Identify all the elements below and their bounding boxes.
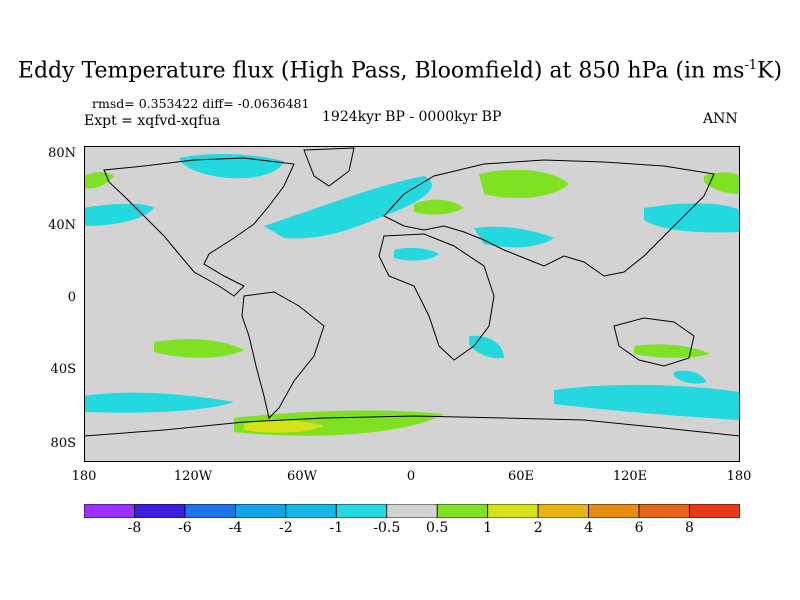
patch-neg-tasman [674, 370, 706, 384]
stats-line: rmsd= 0.353422 diff= -0.0636481 [92, 96, 310, 111]
lon-label-120e: 120E [612, 469, 648, 484]
lon-label-60e: 60E [507, 469, 535, 484]
patch-neg-arabia [394, 247, 439, 261]
colorbar-tick-label: -2 [278, 520, 293, 536]
season-label: ANN [703, 111, 738, 127]
title-main: Eddy Temperature flux (High Pass, Bloomf… [17, 58, 745, 84]
colorbar-segment [386, 504, 438, 518]
colorbar-segment [487, 504, 539, 518]
patch-neg-south-ocean-w [84, 392, 234, 413]
colorbar-tick-label: 0.5 [426, 520, 449, 536]
colorbar-segment [436, 504, 489, 518]
coast-australia [613, 317, 695, 367]
world-map [84, 146, 740, 462]
colorbar-segment [134, 504, 186, 518]
period-label: 1924kyr BP - 0000kyr BP [322, 109, 502, 125]
colorbar-segment [184, 504, 236, 518]
patch-neg-asia [474, 226, 554, 248]
colorbar-segment [234, 504, 287, 518]
lat-label-0: 0 [67, 290, 76, 305]
coast-africa [378, 233, 495, 361]
colorbar-tick-label: -6 [178, 520, 192, 536]
lon-label-180e: 180 [726, 469, 752, 484]
coastlines [84, 147, 740, 437]
colorbar [84, 504, 740, 518]
patch-pos-europe [414, 199, 464, 215]
colorbar-tick-label: 2 [533, 520, 543, 536]
patch-pos-n-pacific [704, 172, 740, 194]
lat-label-80s: 80S [50, 436, 76, 451]
patch-pos-siberia [479, 169, 569, 199]
colorbar-segment [537, 504, 590, 518]
coast-europe-asia [383, 159, 715, 277]
colorbar-tick-label: 8 [685, 520, 694, 536]
lat-label-80n: 80N [48, 146, 76, 161]
colorbar-segment [335, 504, 388, 518]
colorbar-tick-label: -1 [329, 520, 344, 536]
title-superscript: -1 [744, 58, 758, 73]
patch-neg-south-ocean-e [554, 384, 740, 420]
colorbar-tick-label: -0.5 [373, 520, 401, 536]
chart-title: Eddy Temperature flux (High Pass, Bloomf… [0, 58, 800, 83]
colorbar-segment [638, 504, 690, 518]
colorbar-tick-label: 4 [584, 520, 594, 536]
coast-south-america [241, 291, 325, 419]
coast-antarctica [84, 415, 740, 437]
coast-north-america [103, 157, 295, 297]
lon-label-60w: 60W [287, 469, 317, 484]
colorbar-segment [84, 504, 135, 518]
lon-label-120w: 120W [173, 469, 213, 484]
lon-label-180w: 180 [71, 469, 97, 484]
map-frame [84, 146, 740, 462]
colorbar-segment [588, 504, 640, 518]
patch-neg-atlantic [264, 176, 432, 239]
colorbar-tick-label: 6 [634, 520, 644, 536]
experiment-label: Expt = xqfvd-xqfua [84, 113, 221, 129]
title-tail: K) [757, 58, 783, 84]
colorbar-tick-label: 1 [483, 520, 493, 536]
colorbar-segment [285, 504, 337, 518]
coast-greenland [303, 147, 355, 187]
lon-label-0: 0 [406, 469, 416, 484]
colorbar-segment [689, 504, 740, 518]
patch-neg-pacific-w [84, 203, 154, 226]
patch-pos-s-pacific [154, 339, 244, 358]
lat-label-40s: 40S [50, 362, 76, 377]
lat-label-40n: 40N [48, 218, 76, 233]
patch-pos-antarctic-yellow [244, 420, 324, 433]
colorbar-tick-label: -4 [228, 520, 243, 536]
colorbar-tick-label: -8 [127, 520, 142, 536]
patch-neg-pacific-e [644, 203, 740, 233]
